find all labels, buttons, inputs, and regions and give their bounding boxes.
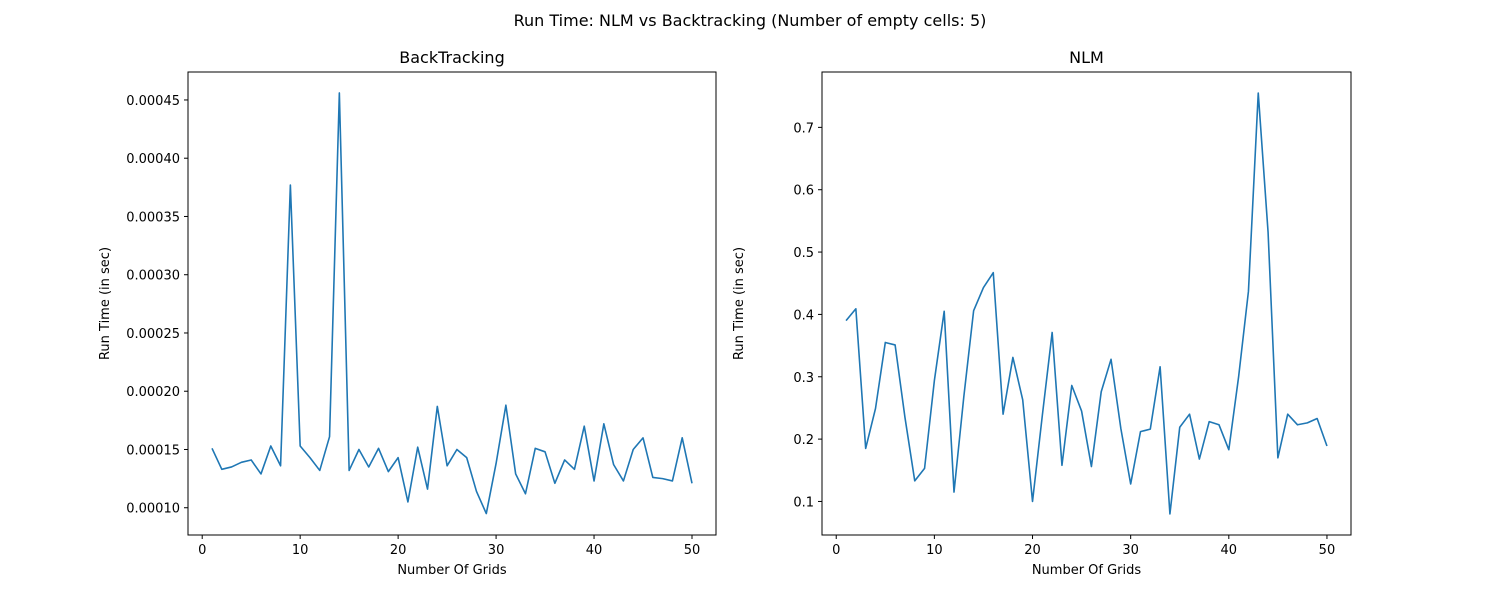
- backtracking-x-tick-label: 20: [390, 543, 407, 558]
- nlm-axes-frame: [821, 71, 1352, 536]
- nlm-y-tick-label: 0.2: [793, 433, 814, 448]
- figure-suptitle: Run Time: NLM vs Backtracking (Number of…: [514, 11, 987, 30]
- backtracking-x-tick-label: 30: [488, 543, 505, 558]
- nlm-y-axis-label: Run Time (in sec): [732, 247, 747, 360]
- nlm-y-tick-label: 0.6: [793, 184, 814, 199]
- backtracking-y-tick-label: 0.00025: [126, 327, 180, 342]
- backtracking-x-tick-label: 10: [292, 543, 309, 558]
- backtracking-y-tick-label: 0.00035: [126, 210, 180, 225]
- nlm-x-tick-label: 30: [1122, 543, 1139, 558]
- nlm-x-tick-label: 0: [832, 543, 840, 558]
- nlm-x-tick-label: 40: [1221, 543, 1238, 558]
- backtracking-x-tick-label: 50: [684, 543, 701, 558]
- backtracking-y-tick-label: 0.00020: [126, 385, 180, 400]
- backtracking-series-line: [211, 92, 693, 515]
- nlm-x-tick-label: 10: [926, 543, 943, 558]
- nlm-x-axis-label: Number Of Grids: [1032, 563, 1142, 578]
- backtracking-y-axis-label: Run Time (in sec): [98, 247, 113, 360]
- backtracking-axes-frame: [187, 71, 717, 536]
- backtracking-subplot: BackTracking 0 10 20 30 40 50 0.00010 0.00015 0.0…: [98, 48, 717, 578]
- nlm-subplot: NLM 0 10 20 30 40 50 0.1 0.2 0.3 0.4 0.5 0.6 0.7 Numbe…: [732, 48, 1352, 578]
- backtracking-y-tick-label: 0.00030: [126, 269, 180, 284]
- backtracking-y-tick-label: 0.00010: [126, 502, 180, 517]
- nlm-series-line: [845, 92, 1328, 515]
- nlm-y-tick-label: 0.3: [793, 371, 814, 386]
- nlm-y-tick-label: 0.5: [793, 246, 814, 261]
- nlm-x-tick-label: 50: [1319, 543, 1336, 558]
- nlm-y-tick-label: 0.7: [793, 121, 814, 136]
- nlm-y-tick-label: 0.4: [793, 308, 814, 323]
- backtracking-x-tick-label: 40: [586, 543, 603, 558]
- backtracking-y-tick-label: 0.00045: [126, 94, 180, 109]
- backtracking-x-axis-label: Number Of Grids: [397, 563, 507, 578]
- nlm-title: NLM: [1069, 48, 1104, 67]
- nlm-x-tick-label: 20: [1024, 543, 1041, 558]
- backtracking-y-tick-label: 0.00040: [126, 152, 180, 167]
- backtracking-title: BackTracking: [399, 48, 504, 67]
- backtracking-x-tick-label: 0: [198, 543, 206, 558]
- backtracking-y-tick-label: 0.00015: [126, 443, 180, 458]
- nlm-y-tick-label: 0.1: [793, 495, 814, 510]
